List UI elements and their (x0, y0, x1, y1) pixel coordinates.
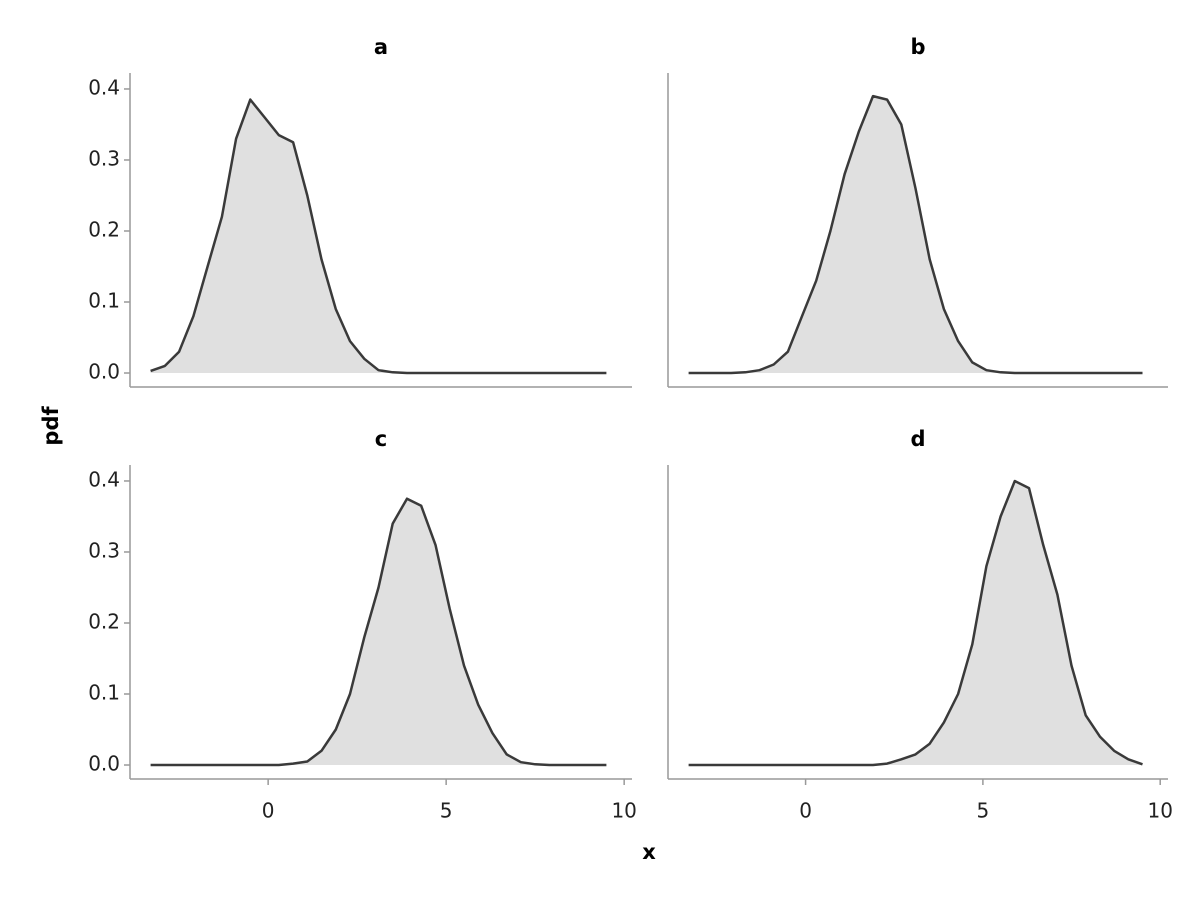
density-line (688, 479, 1143, 767)
panel-title: a (374, 35, 388, 59)
x-tick-label: 10 (1147, 799, 1172, 823)
x-tick-label: 0 (799, 799, 812, 823)
density-line (150, 497, 607, 767)
density-line (688, 94, 1143, 375)
density-line (150, 98, 607, 375)
y-axis-label: pdf (39, 406, 63, 446)
density-area (150, 99, 607, 374)
y-tick-label: 0.3 (88, 146, 120, 170)
x-tick-label: 0 (262, 799, 275, 823)
y-tick-label: 0.0 (88, 360, 120, 384)
x-tick-label: 10 (611, 799, 636, 823)
density-area (150, 498, 607, 766)
density-area (688, 96, 1143, 374)
y-tick-label: 0.4 (88, 75, 120, 99)
panel-title: c (375, 427, 387, 451)
y-tick-label: 0.1 (88, 289, 120, 313)
y-tick-label: 0.2 (88, 609, 120, 633)
y-tick-label: 0.3 (88, 538, 120, 562)
density-area (688, 481, 1143, 766)
y-tick-label: 0.2 (88, 217, 120, 241)
x-axis-label: x (642, 840, 656, 864)
x-tick-label: 5 (440, 799, 453, 823)
y-tick-label: 0.1 (88, 681, 120, 705)
y-tick-label: 0.0 (88, 752, 120, 776)
panel-title: d (910, 427, 925, 451)
y-tick-label: 0.4 (88, 467, 120, 491)
panel-title: b (910, 35, 925, 59)
x-tick-label: 5 (977, 799, 990, 823)
